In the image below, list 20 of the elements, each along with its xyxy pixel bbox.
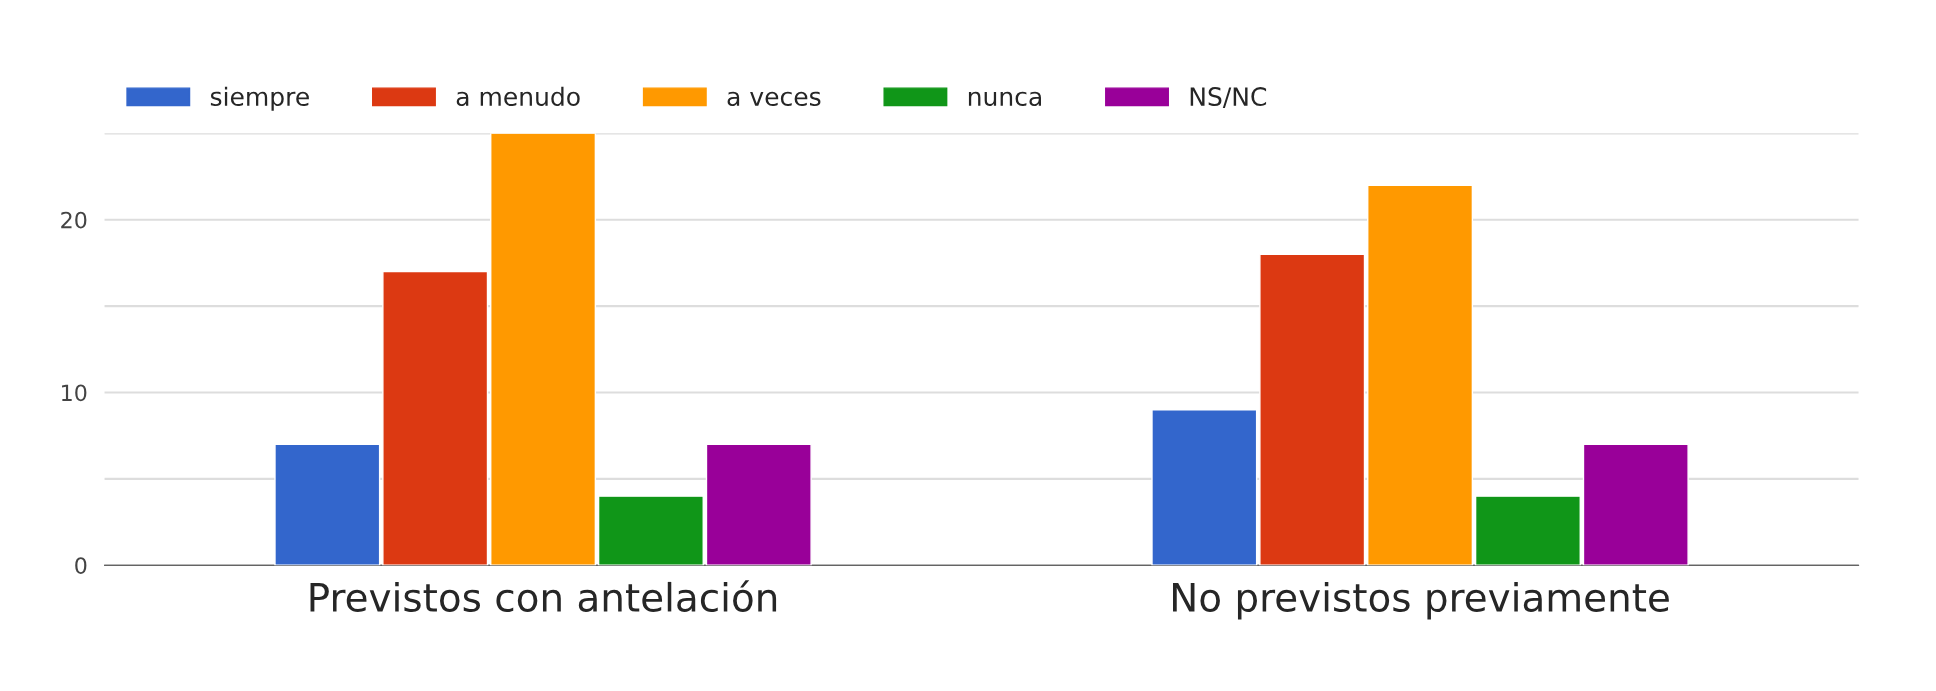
legend-label: NS/NC: [1190, 87, 1267, 108]
bar: [274, 443, 381, 566]
bar: [1474, 495, 1581, 566]
bar: [382, 270, 489, 566]
x-tick-label: Previstos con antelación: [310, 580, 777, 613]
y-tick-label: 0: [75, 557, 87, 574]
legend-label: nunca: [968, 91, 1041, 107]
y-tick-label: 10: [62, 384, 87, 402]
bar: [705, 443, 812, 566]
y-tick-label: 20: [61, 211, 87, 229]
bar: [1151, 409, 1258, 566]
legend-label: siempre: [210, 86, 309, 111]
bar: [1259, 253, 1366, 566]
bar: [1582, 443, 1689, 566]
legend-label: a menudo: [456, 86, 580, 107]
legend-label: a veces: [727, 91, 821, 107]
bar: [597, 495, 704, 566]
bar: [490, 133, 597, 566]
bar: [1367, 184, 1474, 566]
x-tick-label: No previstos previamente: [1173, 581, 1669, 620]
